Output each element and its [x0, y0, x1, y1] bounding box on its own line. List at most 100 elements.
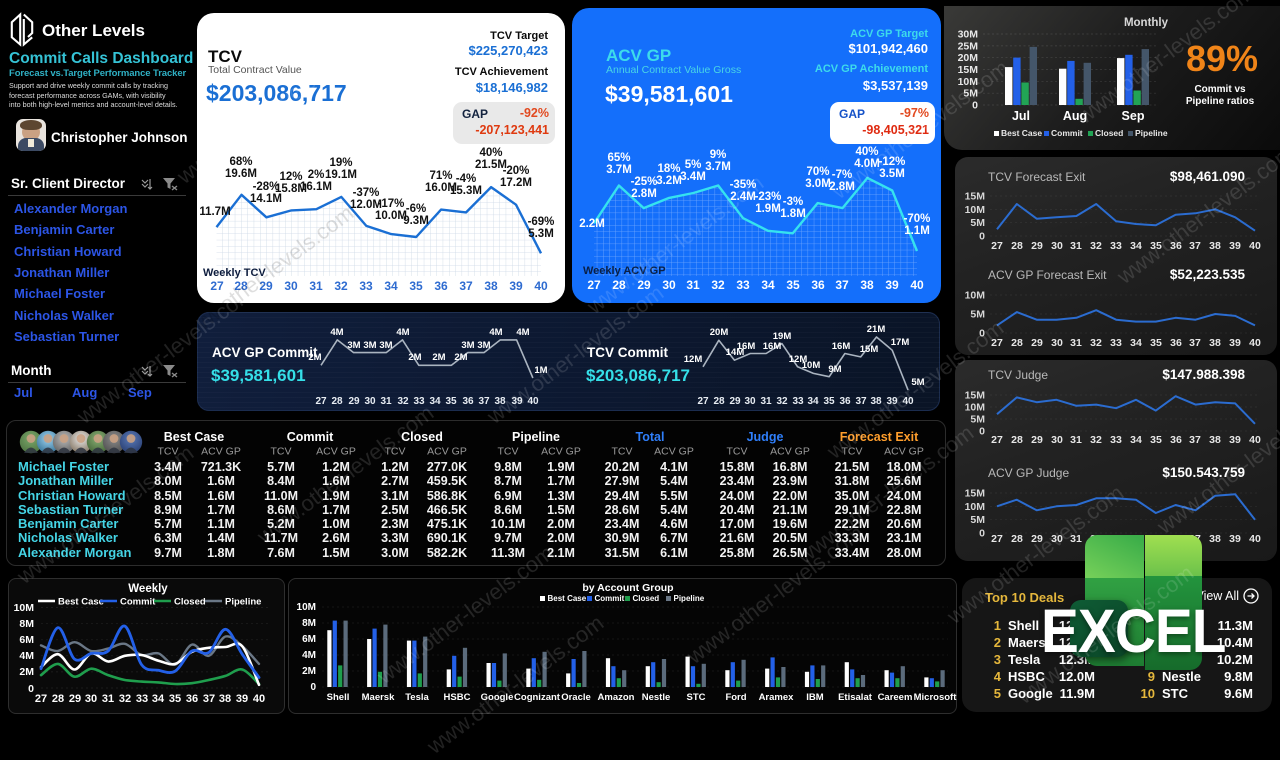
- svg-text:5M: 5M: [970, 514, 985, 526]
- svg-text:10M: 10M: [965, 290, 986, 302]
- svg-text:22.8M: 22.8M: [887, 503, 922, 517]
- svg-text:37: 37: [835, 278, 849, 292]
- svg-text:21.1M: 21.1M: [773, 503, 808, 517]
- svg-text:-70%: -70%: [904, 213, 931, 225]
- svg-text:-37%: -37%: [353, 187, 380, 199]
- svg-text:40: 40: [527, 396, 539, 407]
- svg-text:39: 39: [1229, 434, 1241, 446]
- svg-text:Google: Google: [481, 692, 514, 703]
- svg-text:5%: 5%: [685, 159, 702, 171]
- svg-text:10M: 10M: [14, 602, 35, 614]
- svg-text:38: 38: [1209, 533, 1221, 545]
- svg-text:29: 29: [637, 278, 651, 292]
- svg-text:3.1M: 3.1M: [381, 489, 409, 503]
- svg-text:5.2M: 5.2M: [267, 517, 295, 531]
- svg-text:TCV: TCV: [498, 446, 519, 458]
- svg-text:6.9M: 6.9M: [494, 489, 522, 503]
- svg-text:Michael Foster: Michael Foster: [18, 459, 109, 474]
- svg-text:-12%: -12%: [879, 156, 906, 168]
- svg-text:Weekly TCV: Weekly TCV: [203, 267, 266, 279]
- svg-text:28: 28: [713, 396, 725, 407]
- svg-text:Closed: Closed: [401, 430, 443, 444]
- svg-text:3.4M: 3.4M: [154, 460, 182, 474]
- svg-text:Pipeline: Pipeline: [674, 594, 705, 603]
- svg-text:8.9M: 8.9M: [154, 503, 182, 517]
- svg-text:38: 38: [1209, 434, 1221, 446]
- svg-text:38: 38: [219, 693, 231, 705]
- svg-text:21.6M: 21.6M: [720, 531, 755, 545]
- svg-text:32: 32: [334, 279, 348, 293]
- svg-text:1.6M: 1.6M: [322, 474, 350, 488]
- svg-text:34: 34: [761, 278, 775, 292]
- svg-text:29.4M: 29.4M: [605, 489, 640, 503]
- svg-text:Best Case: Best Case: [58, 597, 104, 608]
- svg-text:33: 33: [792, 396, 804, 407]
- svg-text:0: 0: [310, 682, 316, 693]
- svg-text:27: 27: [991, 533, 1003, 545]
- svg-text:TCV: TCV: [612, 446, 633, 458]
- svg-text:31: 31: [1070, 533, 1082, 545]
- svg-text:29: 29: [259, 279, 273, 293]
- svg-text:Sebastian Turner: Sebastian Turner: [18, 502, 123, 517]
- svg-text:3M: 3M: [379, 340, 392, 351]
- svg-text:29: 29: [1031, 533, 1043, 545]
- svg-text:36: 36: [186, 693, 198, 705]
- svg-text:31: 31: [1070, 434, 1082, 446]
- svg-text:27: 27: [991, 240, 1003, 252]
- svg-text:8.6M: 8.6M: [267, 503, 295, 517]
- svg-text:19.6M: 19.6M: [773, 517, 808, 531]
- svg-text:1M: 1M: [534, 365, 547, 376]
- svg-text:4M: 4M: [516, 327, 529, 338]
- svg-text:9.3M: 9.3M: [403, 215, 429, 227]
- svg-text:18.0M: 18.0M: [887, 460, 922, 474]
- svg-text:36: 36: [1170, 240, 1182, 252]
- svg-text:-23%: -23%: [755, 191, 782, 203]
- svg-text:6.3M: 6.3M: [154, 531, 182, 545]
- svg-text:16M: 16M: [832, 341, 851, 352]
- svg-text:1.8M: 1.8M: [207, 546, 235, 560]
- svg-text:Weekly ACV GP: Weekly ACV GP: [583, 265, 666, 277]
- svg-text:8M: 8M: [19, 618, 34, 630]
- svg-text:721.3K: 721.3K: [201, 460, 241, 474]
- svg-text:1.7M: 1.7M: [322, 503, 350, 517]
- svg-text:2M: 2M: [19, 666, 34, 678]
- svg-text:31: 31: [309, 279, 323, 293]
- svg-text:Closed: Closed: [1095, 128, 1123, 138]
- svg-text:3M: 3M: [477, 340, 490, 351]
- svg-text:2.0M: 2.0M: [547, 531, 575, 545]
- svg-text:4.0M: 4.0M: [854, 158, 880, 170]
- svg-text:5M: 5M: [970, 414, 985, 426]
- svg-text:40: 40: [253, 693, 265, 705]
- svg-text:24.0M: 24.0M: [720, 489, 755, 503]
- svg-text:15M: 15M: [958, 64, 979, 76]
- svg-text:2M: 2M: [454, 352, 467, 363]
- svg-text:37: 37: [855, 396, 867, 407]
- svg-text:2.5M: 2.5M: [381, 503, 409, 517]
- svg-text:Jul: Jul: [1012, 109, 1030, 123]
- svg-text:40: 40: [1249, 533, 1261, 545]
- svg-text:30: 30: [744, 396, 756, 407]
- svg-text:31: 31: [1070, 240, 1082, 252]
- svg-text:31: 31: [1070, 337, 1082, 349]
- svg-text:29: 29: [69, 693, 81, 705]
- svg-text:-17%: -17%: [378, 198, 405, 210]
- svg-text:2.7M: 2.7M: [381, 474, 409, 488]
- svg-text:3M: 3M: [347, 340, 360, 351]
- svg-text:8.4M: 8.4M: [267, 474, 295, 488]
- svg-text:29.1M: 29.1M: [835, 503, 870, 517]
- svg-text:5.7M: 5.7M: [154, 517, 182, 531]
- svg-text:40%: 40%: [479, 147, 502, 159]
- svg-text:2M: 2M: [432, 352, 445, 363]
- svg-text:36: 36: [434, 279, 448, 293]
- svg-text:31: 31: [380, 396, 392, 407]
- svg-text:ACV GP: ACV GP: [427, 446, 467, 458]
- svg-text:16.8M: 16.8M: [773, 460, 808, 474]
- svg-text:2.8M: 2.8M: [829, 181, 855, 193]
- svg-text:30: 30: [1051, 240, 1063, 252]
- svg-text:Commit: Commit: [287, 430, 334, 444]
- svg-text:11.3M: 11.3M: [491, 546, 525, 560]
- svg-text:Commit: Commit: [1051, 128, 1083, 138]
- svg-text:33: 33: [1110, 434, 1122, 446]
- svg-text:11.7M: 11.7M: [199, 206, 230, 218]
- svg-text:25.6M: 25.6M: [887, 474, 922, 488]
